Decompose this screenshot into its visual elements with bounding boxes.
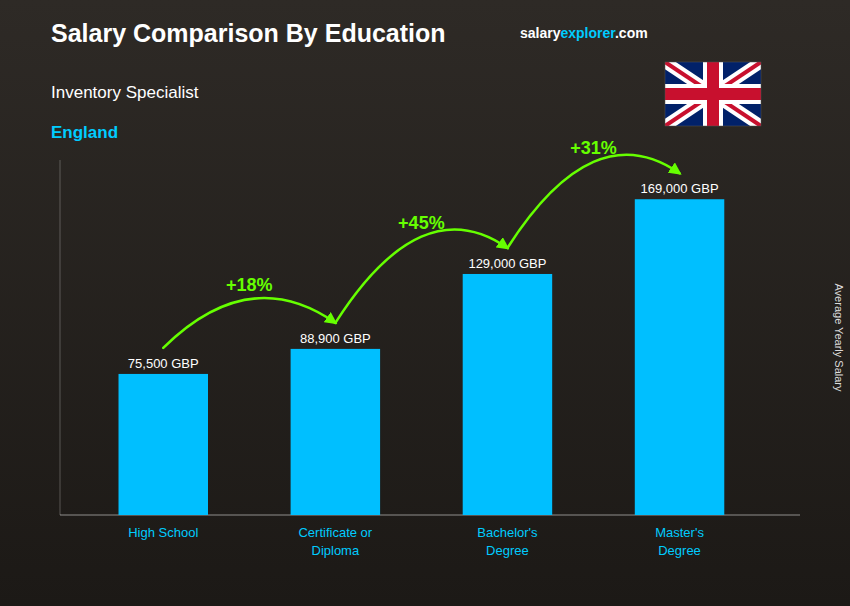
flag (665, 62, 761, 126)
flag-saltire-red (665, 62, 761, 126)
category-label-line: High School (128, 525, 198, 540)
flag-border (665, 62, 761, 126)
flag-saltire-red (665, 62, 761, 126)
annotation: +18% (226, 275, 273, 295)
category-label: Bachelor's Degree (477, 525, 538, 558)
category-label: Certificate or Diploma (298, 525, 372, 558)
category-label-line: Degree (486, 543, 529, 558)
annotation: +45% (398, 213, 445, 233)
watermark-part: salary (520, 25, 561, 41)
category-label: Master's Degree (655, 525, 704, 558)
watermark: salaryexplorer.com (520, 25, 648, 41)
chart: Salary Comparison By Education Inventory … (0, 0, 850, 606)
chart-container: Salary Comparison By Education Inventory … (0, 0, 850, 606)
category-label: High School (128, 525, 198, 540)
bar (119, 374, 208, 515)
y-axis-line (60, 160, 61, 515)
category-label-line: Bachelor's (477, 525, 538, 540)
bar (463, 274, 552, 515)
bar (635, 199, 724, 515)
category-label-line: Diploma (312, 543, 360, 558)
category-label-line: Degree (658, 543, 701, 558)
growth-arrow (335, 230, 507, 323)
flag-saltire (665, 62, 761, 126)
watermark-part: .com (615, 25, 648, 41)
growth-arrow (163, 298, 335, 348)
flag-body (665, 62, 761, 126)
category-label-line: Master's (655, 525, 704, 540)
flag-field (665, 62, 761, 126)
growth-arrow (507, 155, 679, 248)
background (0, 0, 850, 606)
bar (291, 349, 380, 515)
annotation: +31% (570, 138, 617, 158)
data-label: 88,900 GBP (300, 331, 371, 346)
title: Salary Comparison By Education (51, 19, 446, 47)
annotations (163, 155, 679, 348)
bars (119, 199, 725, 515)
location: England (51, 123, 118, 142)
data-label: 169,000 GBP (641, 181, 719, 196)
category-label-line: Certificate or (298, 525, 372, 540)
watermark-part: explorer (560, 25, 616, 41)
subtitle: Inventory Specialist (51, 83, 199, 102)
y-axis-label: Average Yearly Salary (833, 283, 845, 392)
data-label: 75,500 GBP (128, 356, 199, 371)
flag-saltire (665, 62, 761, 126)
data-label: 129,000 GBP (468, 256, 546, 271)
flag-cross-red (707, 62, 719, 126)
